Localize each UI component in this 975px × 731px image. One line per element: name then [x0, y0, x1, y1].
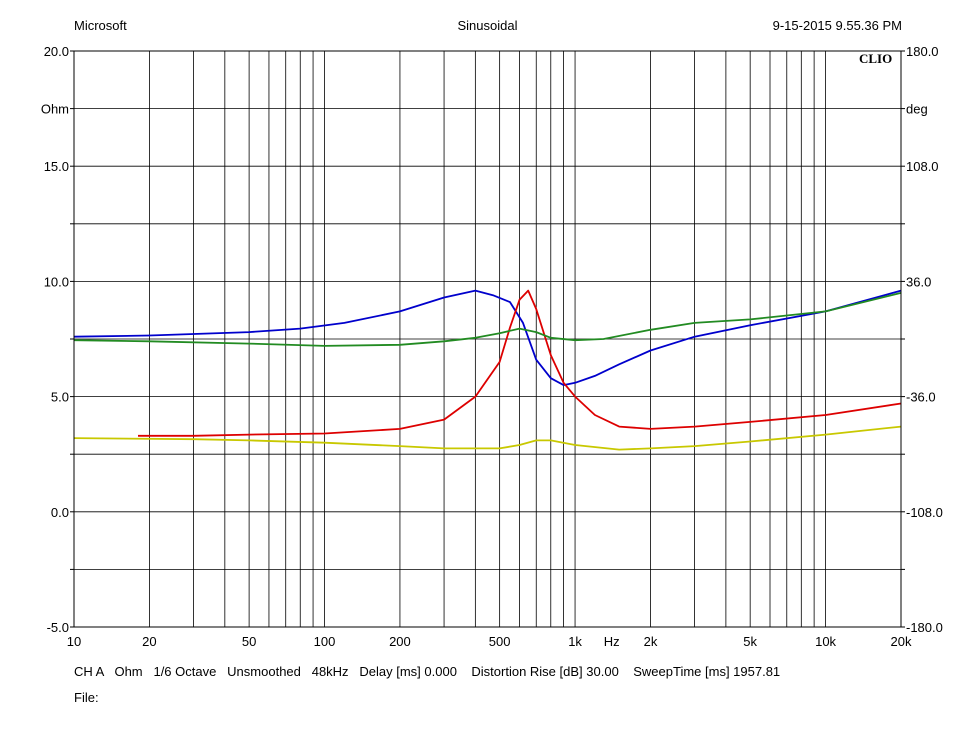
header-timestamp: 9-15-2015 9.55.36 PM [772, 18, 902, 33]
y-right-tick-label: 180.0 [906, 44, 939, 59]
x-tick-label: 50 [242, 634, 256, 649]
series-line-3 [73, 292, 902, 347]
y-right-tick-label: 36.0 [906, 274, 931, 289]
plot-frame [73, 50, 902, 628]
y-left-tick-label: -5.0 [47, 620, 69, 635]
series-line-4 [73, 425, 902, 451]
y-right-tick-label: -108.0 [906, 505, 943, 520]
x-tick-label: 10 [67, 634, 81, 649]
header-company: Microsoft [74, 18, 127, 33]
footer-file-label: File: [74, 690, 99, 705]
series-line-1 [73, 289, 902, 387]
chart-grid [70, 50, 905, 628]
x-tick-label: 20k [891, 634, 912, 649]
y-right-tick-label: -36.0 [906, 390, 936, 405]
y-left-tick-label: 0.0 [51, 505, 69, 520]
x-tick-label: 10k [815, 634, 836, 649]
y-left-tick-label: 5.0 [51, 390, 69, 405]
x-tick-label: 500 [489, 634, 511, 649]
y-left-tick-label: 20.0 [44, 44, 69, 59]
x-tick-label: 2k [644, 634, 658, 649]
y-right-tick-label: -180.0 [906, 620, 943, 635]
x-tick-label: 1k [568, 634, 582, 649]
x-tick-label: 200 [389, 634, 411, 649]
y-right-tick-label: deg [906, 102, 928, 117]
x-tick-label: 20 [142, 634, 156, 649]
chart-series [73, 289, 902, 451]
footer-parameters: CH A Ohm 1/6 Octave Unsmoothed 48kHz Del… [74, 664, 781, 679]
x-unit-label: Hz [604, 634, 620, 649]
x-tick-label: 5k [743, 634, 757, 649]
y-left-tick-label: 10.0 [44, 274, 69, 289]
header-measurement-type: Sinusoidal [457, 18, 518, 33]
y-right-tick-label: 108.0 [906, 159, 939, 174]
y-left-tick-label: 15.0 [44, 159, 69, 174]
y-left-tick-label: Ohm [41, 102, 69, 117]
clio-logo: CLIO [859, 51, 892, 66]
chart-tick-labels: 10 20 50 100 200 500 1k 2k 5k 10k 20k Hz 20.0 Ohm 15.0… [41, 44, 943, 649]
x-tick-label: 100 [314, 634, 336, 649]
series-line-2 [138, 289, 902, 437]
